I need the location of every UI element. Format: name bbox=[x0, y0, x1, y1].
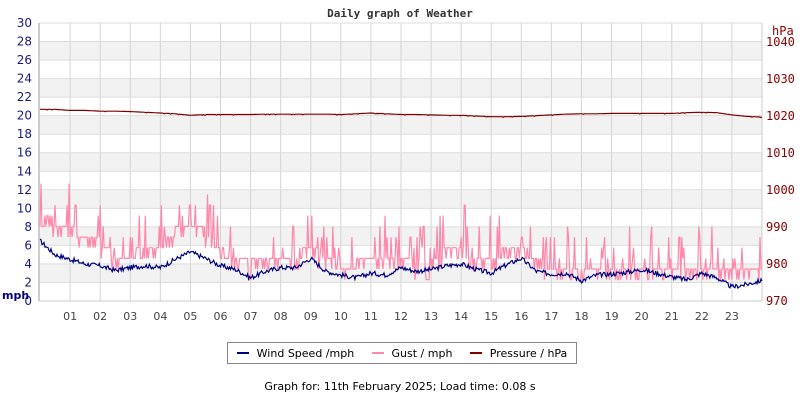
x-tick-label: 20 bbox=[635, 310, 649, 323]
left-axis-unit-label: mph bbox=[2, 289, 29, 302]
x-tick-label: 01 bbox=[63, 310, 77, 323]
x-tick-label: 09 bbox=[304, 310, 318, 323]
x-tick-label: 16 bbox=[514, 310, 528, 323]
left-tick-label: 24 bbox=[17, 72, 32, 86]
legend-label: Pressure / hPa bbox=[489, 346, 568, 360]
legend-item-wind-speed: Wind Speed /mph bbox=[236, 346, 355, 360]
right-tick-label: 1000 bbox=[766, 183, 795, 197]
x-tick-label: 06 bbox=[214, 310, 228, 323]
right-tick-label: 1020 bbox=[766, 109, 795, 123]
left-tick-label: 0 bbox=[24, 294, 32, 308]
left-tick-label: 30 bbox=[17, 16, 32, 30]
x-tick-label: 10 bbox=[334, 310, 348, 323]
right-axis-ticks: 970 980 990 1000 1010 1020 1030 1040 bbox=[766, 35, 795, 308]
left-tick-label: 22 bbox=[17, 90, 32, 104]
pressure-swatch-icon bbox=[469, 352, 482, 354]
right-tick-label: 990 bbox=[766, 220, 788, 234]
series-line-0 bbox=[39, 238, 763, 290]
right-axis-unit-label: hPa bbox=[772, 24, 794, 38]
right-tick-label: 1010 bbox=[766, 146, 795, 160]
x-tick-label: 15 bbox=[484, 310, 498, 323]
left-tick-label: 4 bbox=[24, 257, 32, 271]
legend-item-pressure: Pressure / hPa bbox=[469, 346, 568, 360]
left-tick-label: 18 bbox=[17, 127, 32, 141]
series-line-1 bbox=[39, 183, 762, 281]
left-tick-label: 28 bbox=[17, 35, 32, 49]
chart-legend: Wind Speed /mph Gust / mph Pressure / hP… bbox=[227, 342, 577, 364]
x-tick-label: 02 bbox=[93, 310, 107, 323]
left-tick-label: 8 bbox=[24, 220, 32, 234]
left-tick-label: 26 bbox=[17, 53, 32, 67]
x-tick-label: 03 bbox=[123, 310, 137, 323]
series-line-2 bbox=[40, 108, 763, 119]
x-tick-label: 07 bbox=[244, 310, 258, 323]
x-tick-label: 17 bbox=[544, 310, 558, 323]
left-tick-label: 2 bbox=[24, 275, 32, 289]
x-tick-label: 04 bbox=[153, 310, 167, 323]
x-tick-label: 12 bbox=[394, 310, 408, 323]
left-tick-label: 16 bbox=[17, 146, 32, 160]
legend-label: Gust / mph bbox=[391, 346, 453, 360]
x-tick-label: 22 bbox=[695, 310, 709, 323]
x-tick-label: 23 bbox=[725, 310, 739, 323]
right-tick-label: 1040 bbox=[766, 35, 795, 49]
x-tick-label: 13 bbox=[424, 310, 438, 323]
left-tick-label: 14 bbox=[17, 164, 32, 178]
right-tick-label: 1030 bbox=[766, 72, 795, 86]
graph-footer: Graph for: 11th February 2025; Load time… bbox=[264, 380, 536, 393]
legend-label: Wind Speed /mph bbox=[256, 346, 355, 360]
legend-item-gust: Gust / mph bbox=[371, 346, 453, 360]
x-tick-label: 05 bbox=[183, 310, 197, 323]
gust-swatch-icon bbox=[371, 352, 384, 354]
right-tick-label: 980 bbox=[766, 257, 788, 271]
series-lines bbox=[39, 108, 763, 290]
x-axis-ticks: 01 02 03 04 05 06 07 08 09 10 11 12 13 14 15 16 17 18 19 20… bbox=[63, 310, 739, 323]
x-tick-label: 19 bbox=[605, 310, 619, 323]
left-tick-label: 12 bbox=[17, 183, 32, 197]
right-tick-label: 970 bbox=[766, 294, 788, 308]
wind-speed-swatch-icon bbox=[236, 352, 249, 354]
x-tick-label: 18 bbox=[575, 310, 589, 323]
left-tick-label: 6 bbox=[24, 238, 32, 252]
x-tick-label: 14 bbox=[454, 310, 468, 323]
x-tick-label: 21 bbox=[665, 310, 679, 323]
left-tick-label: 20 bbox=[17, 109, 32, 123]
chart-title: Daily graph of Weather bbox=[327, 7, 473, 20]
left-tick-label: 10 bbox=[17, 201, 32, 215]
x-tick-label: 11 bbox=[364, 310, 378, 323]
x-tick-label: 08 bbox=[274, 310, 288, 323]
